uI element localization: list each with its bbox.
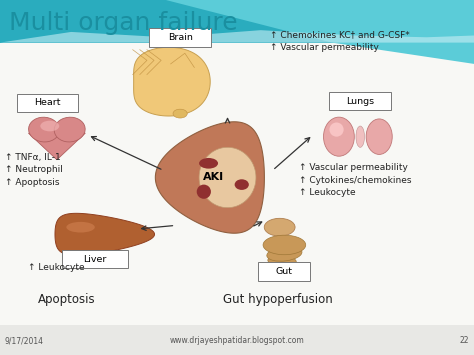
Text: Heart: Heart (34, 98, 61, 108)
Polygon shape (55, 213, 155, 255)
Ellipse shape (235, 179, 249, 190)
Text: ↑ TNFα, IL-1
↑ Neutrophil
↑ Apoptosis: ↑ TNFα, IL-1 ↑ Neutrophil ↑ Apoptosis (5, 153, 63, 187)
Text: Brain: Brain (168, 33, 192, 42)
Ellipse shape (323, 117, 354, 156)
Ellipse shape (268, 256, 296, 266)
Text: 22: 22 (460, 336, 469, 345)
FancyBboxPatch shape (0, 0, 474, 43)
FancyBboxPatch shape (17, 94, 78, 112)
FancyBboxPatch shape (62, 250, 128, 268)
Text: 9/17/2014: 9/17/2014 (5, 336, 44, 345)
Polygon shape (199, 147, 256, 208)
FancyBboxPatch shape (258, 262, 310, 281)
Text: AKI: AKI (203, 173, 224, 182)
Ellipse shape (40, 121, 59, 131)
Polygon shape (155, 122, 264, 233)
Ellipse shape (263, 235, 306, 255)
Polygon shape (0, 30, 474, 43)
FancyBboxPatch shape (0, 325, 474, 355)
Ellipse shape (54, 117, 85, 142)
Polygon shape (166, 0, 474, 64)
Text: ↑ Chemokines KC† and G-CSF*
↑ Vascular permeability: ↑ Chemokines KC† and G-CSF* ↑ Vascular p… (270, 30, 410, 52)
Ellipse shape (329, 122, 344, 137)
FancyBboxPatch shape (149, 28, 211, 47)
Text: Gut: Gut (276, 267, 293, 276)
Ellipse shape (267, 246, 302, 261)
Ellipse shape (356, 126, 365, 147)
Ellipse shape (173, 109, 187, 118)
Ellipse shape (264, 218, 295, 236)
Ellipse shape (197, 185, 211, 199)
Ellipse shape (199, 158, 218, 169)
Text: www.drjayeshpatidar.blogspot.com: www.drjayeshpatidar.blogspot.com (170, 336, 304, 345)
Polygon shape (28, 133, 85, 160)
FancyBboxPatch shape (329, 92, 391, 110)
Ellipse shape (66, 222, 95, 233)
Text: Liver: Liver (83, 255, 107, 264)
Ellipse shape (28, 117, 60, 142)
Text: Apoptosis: Apoptosis (38, 293, 96, 306)
Text: ↑ Leukocyte: ↑ Leukocyte (28, 263, 85, 272)
Text: Gut hypoperfusion: Gut hypoperfusion (223, 293, 333, 306)
Text: Multi organ failure: Multi organ failure (9, 11, 238, 35)
Text: Lungs: Lungs (346, 97, 374, 106)
Polygon shape (134, 47, 210, 116)
Ellipse shape (366, 119, 392, 154)
Text: ↑ Vascular permeability
↑ Cytokines/chemokines
↑ Leukocyte: ↑ Vascular permeability ↑ Cytokines/chem… (299, 163, 411, 197)
